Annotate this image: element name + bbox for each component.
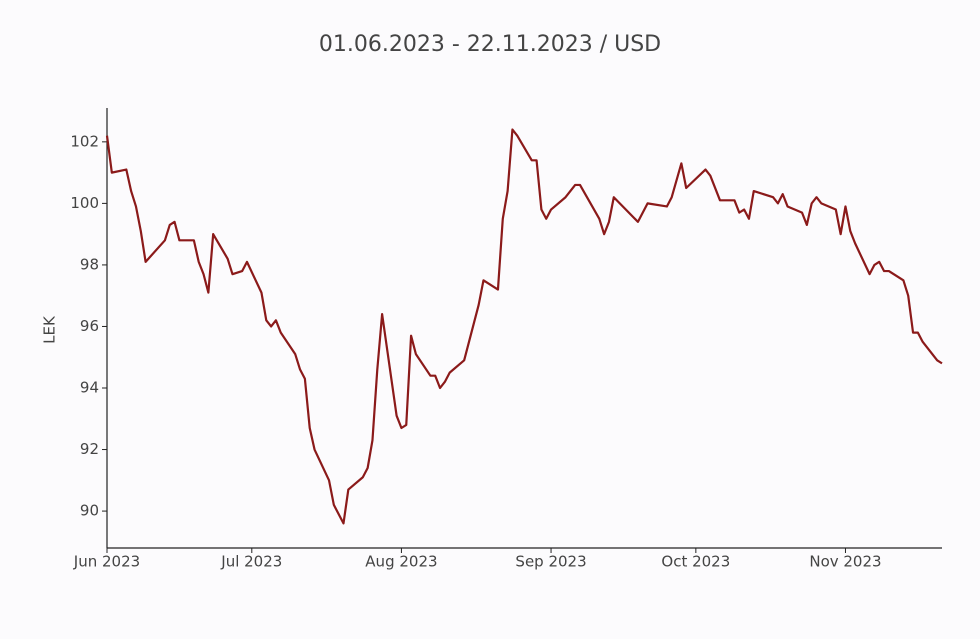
y-tick-label: 96 xyxy=(80,317,99,335)
x-tick-label: Aug 2023 xyxy=(365,553,437,571)
x-tick-label: Jul 2023 xyxy=(220,553,282,571)
line-series xyxy=(105,128,943,525)
y-tick-label: 90 xyxy=(80,502,99,520)
x-tick-label: Sep 2023 xyxy=(515,553,586,571)
y-tick-label: 102 xyxy=(70,132,99,150)
y-tick-label: 92 xyxy=(80,440,99,458)
y-tick-label: 94 xyxy=(80,379,99,397)
chart-title: 01.06.2023 - 22.11.2023 / USD xyxy=(319,32,661,57)
x-tick-label: Nov 2023 xyxy=(809,553,881,571)
x-tick-label: Jun 2023 xyxy=(73,553,140,571)
y-tick-label: 100 xyxy=(70,194,99,212)
y-axis-label: LEK xyxy=(41,315,59,344)
y-tick-label: 98 xyxy=(80,255,99,273)
x-tick-label: Oct 2023 xyxy=(661,553,730,571)
